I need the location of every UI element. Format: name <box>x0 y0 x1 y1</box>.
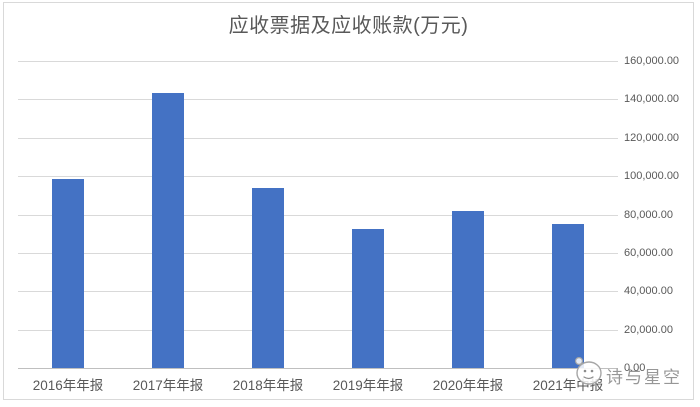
y-tick-label: 160,000.00 <box>624 55 680 67</box>
gridline <box>18 214 618 216</box>
x-category-label: 2018年年报 <box>232 378 304 393</box>
gridline <box>18 329 618 331</box>
y-tick-label: 120,000.00 <box>624 131 680 144</box>
bar-2019年年报 <box>352 229 384 368</box>
bar-2016年年报 <box>52 179 84 368</box>
gridline <box>18 252 618 254</box>
gridline <box>18 137 618 139</box>
x-category-label: 2017年年报 <box>132 378 204 393</box>
gridline <box>18 99 618 101</box>
y-tick-label: 40,000.00 <box>624 285 673 298</box>
gridline <box>18 61 618 62</box>
gridline <box>18 291 618 293</box>
y-tick-label: 60,000.00 <box>624 246 673 259</box>
y-tick-label: 140,000.00 <box>624 93 680 106</box>
plot-area <box>18 61 618 369</box>
y-tick-label: 0.00 <box>624 362 646 374</box>
x-axis-line <box>18 368 618 369</box>
gridline <box>18 176 618 178</box>
bar-2020年年报 <box>452 210 484 368</box>
y-tick-label: 20,000.00 <box>624 323 673 336</box>
x-category-label: 2019年年报 <box>332 378 404 393</box>
x-category-label: 2021年中报 <box>532 378 604 393</box>
y-tick-label: 80,000.00 <box>624 208 673 221</box>
bar-2017年年报 <box>152 92 184 368</box>
bar-2021年中报 <box>552 224 584 368</box>
chart-frame: 应收票据及应收账款(万元) 160,000.00 140,000.00 120,00… <box>3 2 694 400</box>
chart-title: 应收票据及应收账款(万元) <box>228 15 469 37</box>
x-category-label: 2020年年报 <box>432 378 504 393</box>
x-category-label: 2016年年报 <box>32 378 104 393</box>
y-tick-label: 100,000.00 <box>624 170 680 183</box>
bar-2018年年报 <box>252 188 284 368</box>
